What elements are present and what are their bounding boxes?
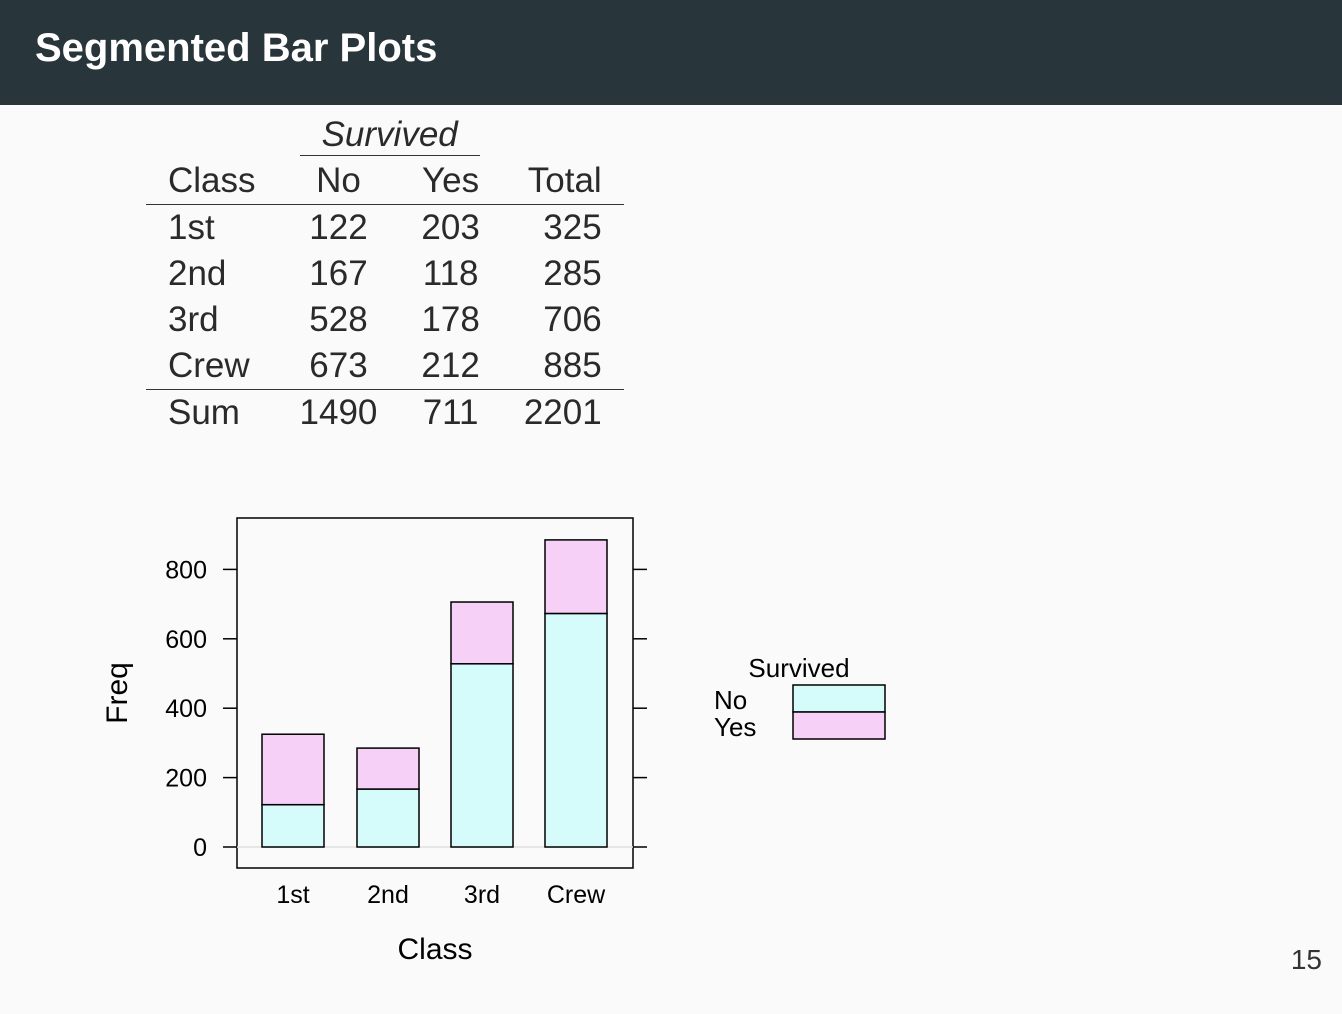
table-cell: 285 <box>543 254 602 293</box>
column-header-row: Class No Yes Total <box>146 158 624 205</box>
table-row: 1st 122 203 325 <box>146 205 624 252</box>
column-header: Total <box>501 158 624 205</box>
y-axis-label: Freq <box>101 662 134 724</box>
x-tick-label: 3rd <box>464 881 500 909</box>
table-cell: 2nd <box>168 254 227 293</box>
contingency-table-wrap: Survived Class No Yes Total 1st 122 203 … <box>146 112 624 436</box>
legend-swatch-yes <box>792 711 886 740</box>
x-axis-label: Class <box>397 933 472 966</box>
table-cell: 122 <box>309 208 368 247</box>
table-cell: 673 <box>277 343 400 390</box>
bar-segment-no <box>356 788 420 848</box>
group-header-cell: Survived <box>278 112 502 158</box>
bar-segment-yes <box>261 733 325 806</box>
y-tick-label: 0 <box>193 834 207 862</box>
bar-segment-yes <box>544 539 608 615</box>
table-cell: 118 <box>422 254 479 293</box>
column-header: Yes <box>399 158 502 205</box>
table-cell: 706 <box>543 300 602 339</box>
table-cell: 2201 <box>523 393 602 432</box>
y-tick-label: 200 <box>165 765 207 793</box>
table-cell: 1st <box>168 208 215 247</box>
table-cell: 1490 <box>299 393 378 432</box>
legend-label-yes: Yes <box>714 712 756 742</box>
group-header-row: Survived <box>146 112 624 158</box>
bar-segment-no <box>261 803 325 848</box>
legend-label-no: No <box>714 685 747 715</box>
y-tick-label: 800 <box>165 556 207 584</box>
table-cell: 167 <box>309 254 368 293</box>
column-header: Class <box>146 158 278 205</box>
table-cell: 3rd <box>168 300 219 339</box>
contingency-table: Survived Class No Yes Total 1st 122 203 … <box>146 112 624 436</box>
table-row: 3rd 528 178 706 <box>146 297 624 343</box>
x-tick-label: 2nd <box>367 881 409 909</box>
table-cell: 203 <box>421 208 480 247</box>
table-row: Crew 673 212 885 <box>146 343 624 390</box>
legend-swatch-no <box>792 684 886 713</box>
bar-segment-no <box>450 663 514 848</box>
legend-title: Survived <box>748 653 849 683</box>
table-cell: 711 <box>422 393 479 432</box>
slide-title: Segmented Bar Plots <box>35 26 438 70</box>
group-header-label: Survived <box>299 115 480 156</box>
slide-header: Segmented Bar Plots <box>0 0 1342 105</box>
table-cell: 212 <box>399 343 502 390</box>
y-tick-label: 600 <box>165 626 207 654</box>
column-header: No <box>277 158 400 205</box>
table-cell: Sum <box>168 393 240 432</box>
bar-segment-yes <box>450 601 514 665</box>
y-tick-label: 400 <box>165 695 207 723</box>
table-cell: 325 <box>543 208 602 247</box>
table-row: 2nd 167 118 285 <box>146 251 624 297</box>
table-cell: Crew <box>146 343 278 390</box>
x-tick-label: 1st <box>276 881 309 909</box>
table-cell: 528 <box>309 300 368 339</box>
table-cell: 178 <box>421 300 480 339</box>
bar-segment-no <box>544 612 608 848</box>
sum-row: Sum 1490 711 2201 <box>146 390 624 437</box>
bar-segment-yes <box>356 747 420 790</box>
x-tick-label: Crew <box>547 881 606 909</box>
table-cell: 885 <box>501 343 624 390</box>
page-number: 15 <box>1290 944 1322 975</box>
